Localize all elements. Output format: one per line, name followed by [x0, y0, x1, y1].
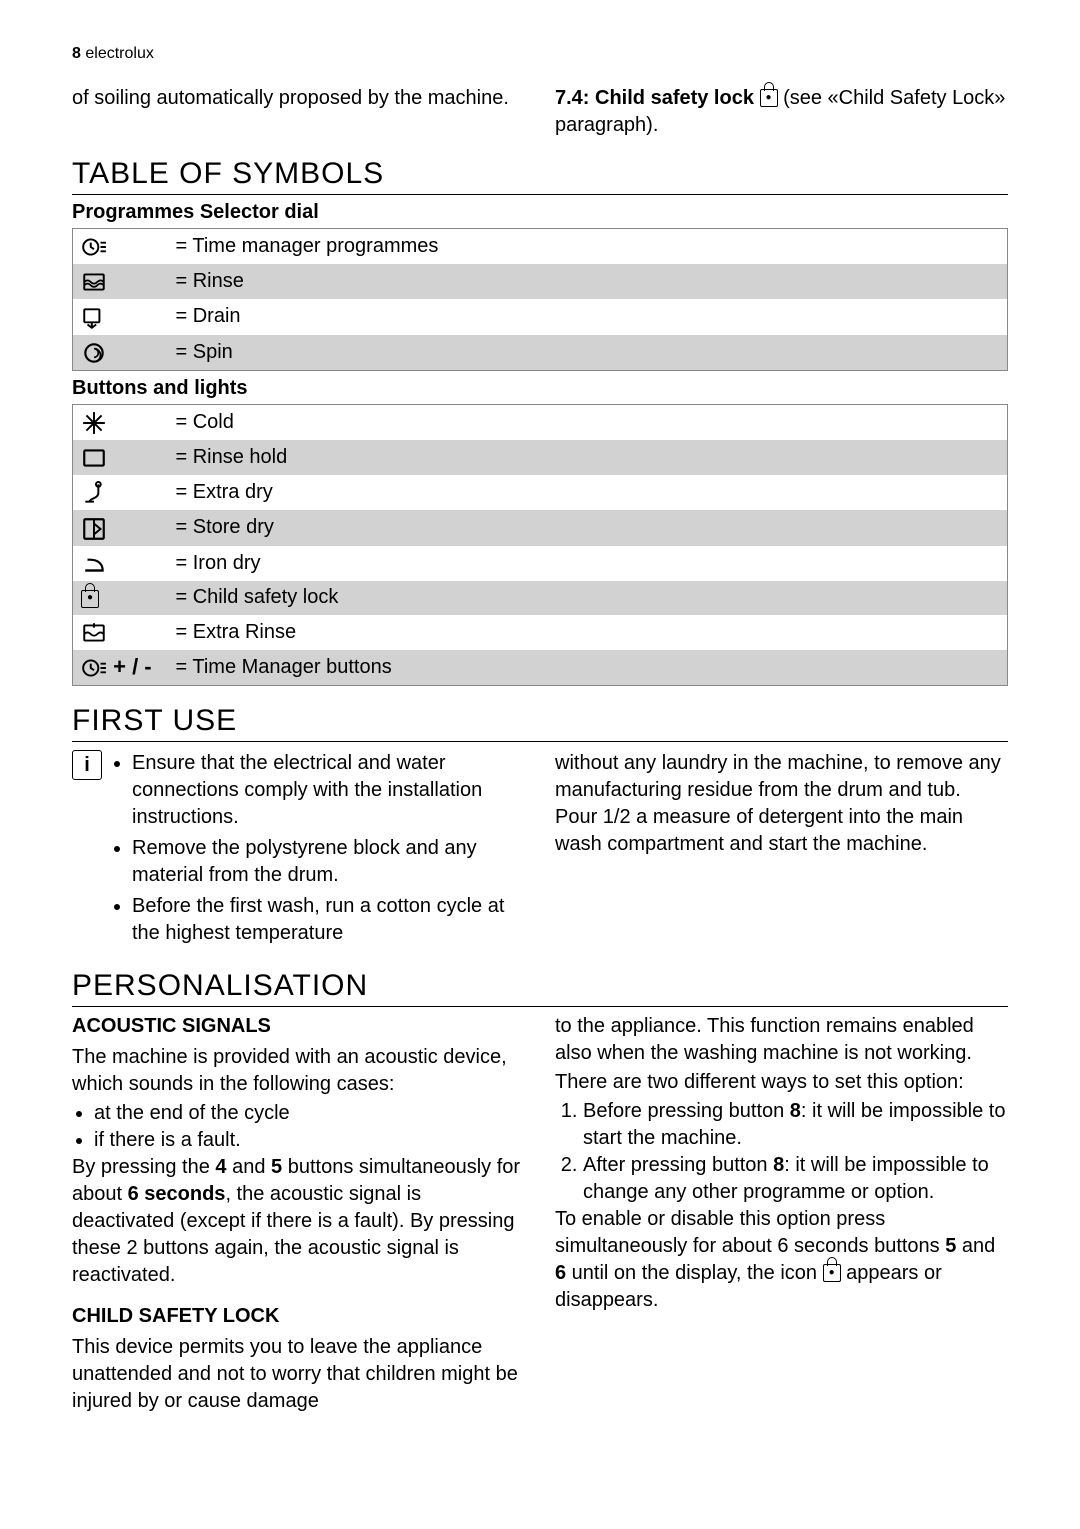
rinse-icon — [81, 269, 107, 295]
personal-heading: PERSONALISATION — [72, 969, 1008, 1007]
child-lock-icon — [760, 89, 778, 107]
extra-rinse-icon — [81, 620, 107, 646]
right-ol: Before pressing button 8: it will be imp… — [555, 1098, 1008, 1206]
selector-subhead: Programmes Selector dial — [72, 201, 1008, 224]
personal-block: ACOUSTIC SIGNALS The machine is provided… — [72, 1013, 1008, 1417]
table-row: = Drain — [73, 299, 1008, 334]
right-p3: To enable or disable this option press s… — [555, 1206, 1008, 1314]
table-row: = Iron dry — [73, 546, 1008, 581]
firstuse-right: without any laundry in the machine, to r… — [555, 750, 1008, 951]
table-row: = Extra dry — [73, 475, 1008, 510]
intro-left: of soiling automatically proposed by the… — [72, 85, 525, 139]
page-number: 8 — [72, 45, 81, 62]
page-header: 8 electrolux — [72, 45, 1008, 63]
extra-dry-icon — [81, 480, 107, 506]
buttons-table: = Cold = Rinse hold = Extra dry = Store … — [72, 404, 1008, 686]
symbols-heading: TABLE OF SYMBOLS — [72, 157, 1008, 195]
acoustic-heading: ACOUSTIC SIGNALS — [72, 1013, 525, 1040]
child-lock-icon — [81, 590, 99, 608]
childlock-heading: CHILD SAFETY LOCK — [72, 1303, 525, 1330]
buttons-subhead: Buttons and lights — [72, 377, 1008, 400]
table-row: = Time manager programmes — [73, 229, 1008, 265]
list-item: Ensure that the electrical and water con… — [132, 750, 525, 831]
selector-table: = Time manager programmes = Rinse = Drai… — [72, 228, 1008, 371]
firstuse-list: Ensure that the electrical and water con… — [110, 750, 525, 951]
table-row: + / -= Time Manager buttons — [73, 650, 1008, 686]
iron-dry-icon — [81, 551, 107, 577]
list-item: at the end of the cycle — [94, 1100, 525, 1127]
list-item: Remove the polystyrene block and any mat… — [132, 835, 525, 889]
intro-row: of soiling automatically proposed by the… — [72, 85, 1008, 139]
acoustic-p1: The machine is provided with an acoustic… — [72, 1044, 525, 1098]
list-item: After pressing button 8: it will be impo… — [583, 1152, 1008, 1206]
childlock-p: This device permits you to leave the app… — [72, 1334, 525, 1415]
table-row: = Extra Rinse — [73, 615, 1008, 650]
firstuse-block: i Ensure that the electrical and water c… — [72, 750, 1008, 951]
right-p2: There are two different ways to set this… — [555, 1069, 1008, 1096]
firstuse-heading: FIRST USE — [72, 704, 1008, 742]
intro-right: 7.4: Child safety lock (see «Child Safet… — [555, 85, 1008, 139]
intro-right-bold: 7.4: Child safety lock — [555, 87, 754, 109]
list-item: Before the first wash, run a cotton cycl… — [132, 893, 525, 947]
clock-list-icon — [81, 234, 107, 260]
list-item: if there is a fault. — [94, 1127, 525, 1154]
store-dry-icon — [81, 516, 107, 542]
child-lock-icon — [823, 1264, 841, 1282]
table-row: = Cold — [73, 404, 1008, 440]
list-item: Before pressing button 8: it will be imp… — [583, 1098, 1008, 1152]
cold-icon — [81, 410, 107, 436]
info-icon: i — [72, 750, 102, 780]
time-mgr-suffix: + / - — [107, 654, 152, 679]
brand-name: electrolux — [85, 45, 153, 62]
table-row: = Store dry — [73, 510, 1008, 545]
table-row: = Rinse hold — [73, 440, 1008, 475]
acoustic-p2: By pressing the 4 and 5 buttons simultan… — [72, 1154, 525, 1289]
rinse-hold-icon — [81, 445, 107, 471]
spin-icon — [81, 340, 107, 366]
table-row: = Child safety lock — [73, 581, 1008, 615]
table-row: = Spin — [73, 335, 1008, 371]
table-row: = Rinse — [73, 264, 1008, 299]
drain-icon — [81, 305, 107, 331]
clock-list-icon — [81, 655, 107, 681]
right-p1: to the appliance. This function remains … — [555, 1013, 1008, 1067]
